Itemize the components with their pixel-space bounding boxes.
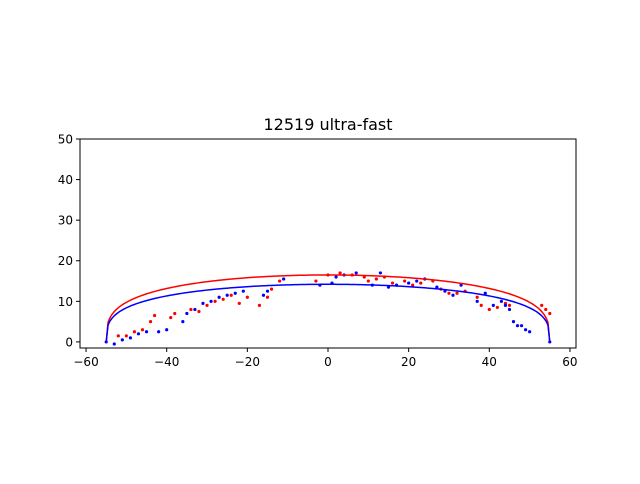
scatter-point [378, 271, 383, 275]
y-tick-label: 0 [65, 335, 73, 349]
scatter-point [257, 303, 262, 307]
scatter-point [112, 342, 116, 346]
scatter-point [495, 305, 499, 310]
scatter-point [173, 311, 177, 316]
scatter-point [507, 303, 512, 307]
scatter-point [507, 307, 512, 312]
scatter-point [169, 315, 173, 320]
y-tick-label: 50 [58, 133, 73, 147]
axes-layer: −60 −40 −20 0 20 40 60 0 10 20 30 40 50 [58, 133, 578, 370]
scatter-point [237, 301, 241, 305]
x-tick-label: 40 [482, 355, 497, 369]
scatter-point [157, 330, 161, 334]
scatter-point [523, 328, 528, 332]
scatter-point [278, 279, 282, 283]
scatter-point [499, 299, 503, 303]
fit-curve [105, 283, 551, 342]
plot-area [80, 139, 576, 348]
x-tick-label: 60 [562, 355, 577, 369]
x-tick-label: −20 [235, 355, 260, 369]
scatter-point [503, 303, 508, 307]
scatter-point [459, 283, 463, 287]
scatter-point [165, 328, 169, 332]
scatter-point [265, 295, 270, 299]
scatter-point [229, 293, 233, 297]
scatter-point [511, 320, 516, 324]
x-tick-label: −40 [154, 355, 179, 369]
scatter-point [136, 332, 141, 336]
scatter-point [185, 311, 189, 316]
scatter-point [483, 291, 487, 295]
scatter-point [201, 301, 205, 305]
scatter-point [390, 281, 395, 285]
scatter-point [487, 307, 491, 312]
scatter-point [144, 330, 149, 334]
scatter-point [225, 293, 229, 297]
scatter-point [282, 277, 286, 281]
scatter-point [193, 307, 197, 312]
series-layer [104, 271, 552, 346]
scatter-point [213, 299, 217, 303]
scatter-point [475, 299, 479, 303]
scatter-point [233, 291, 237, 295]
scatter-point [334, 275, 338, 279]
scatter-point [140, 328, 145, 332]
scatter-point [197, 309, 201, 314]
scatter-point [419, 281, 423, 285]
scatter-point [528, 330, 532, 334]
scatter-point [205, 303, 209, 307]
scatter-point [245, 295, 249, 299]
scatter-point [455, 291, 459, 295]
scatter-point [314, 279, 318, 283]
x-tick-label: 0 [324, 355, 332, 369]
scatter-point [128, 336, 133, 340]
plot-frame [79, 138, 577, 349]
scatter-point [366, 279, 370, 283]
scatter-point [181, 320, 185, 324]
scatter-point [148, 320, 153, 324]
scatter-point [116, 334, 120, 338]
scatter-point [217, 295, 221, 299]
scatter-point [403, 279, 407, 283]
scatter-point [451, 293, 455, 297]
scatter-point [491, 303, 495, 307]
scatter-point [519, 324, 524, 328]
scatter-point [189, 307, 193, 312]
scatter-point [269, 287, 274, 291]
scatter-point [354, 271, 358, 275]
scatter-point [515, 324, 520, 328]
x-tick-label: −60 [73, 355, 98, 369]
scatter-point [120, 338, 124, 342]
scatter-point [548, 311, 552, 316]
fit-curve [105, 274, 551, 342]
scatter-point [544, 307, 548, 312]
scatter-point [475, 295, 479, 299]
scatter-point [241, 289, 245, 293]
scatter-point [479, 303, 483, 307]
scatter-point [338, 271, 342, 275]
scatter-point [153, 313, 157, 318]
scatter-point [407, 281, 411, 285]
chart-title: 12519 ultra-fast [263, 115, 392, 134]
scatter-point [435, 285, 439, 289]
y-tick-label: 20 [58, 254, 73, 268]
scatter-point [447, 291, 451, 295]
y-tick-label: 40 [58, 173, 73, 187]
scatter-point [374, 277, 378, 281]
x-tick-label: 20 [401, 355, 416, 369]
scatter-point [132, 330, 137, 334]
scatter-point [221, 297, 225, 301]
y-tick-label: 10 [58, 295, 73, 309]
scatter-point [209, 299, 213, 303]
scatter-point [261, 293, 266, 297]
y-tick-label: 30 [58, 214, 73, 228]
scatter-point [124, 334, 128, 338]
scatter-point [415, 279, 419, 283]
scatter-point [265, 289, 270, 293]
scatter-point [540, 303, 544, 307]
scatter-point [411, 283, 415, 287]
